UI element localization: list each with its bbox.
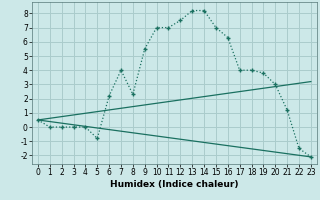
X-axis label: Humidex (Indice chaleur): Humidex (Indice chaleur) <box>110 180 239 189</box>
